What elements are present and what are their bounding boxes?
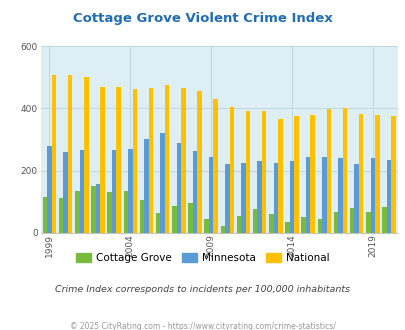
Bar — [213, 99, 217, 233]
Bar — [252, 209, 257, 233]
Bar — [236, 216, 241, 233]
Bar — [181, 88, 185, 233]
Bar — [47, 146, 51, 233]
Bar — [386, 160, 390, 233]
Bar — [188, 203, 192, 233]
Bar — [374, 115, 379, 233]
Bar — [100, 86, 104, 233]
Bar — [317, 219, 321, 233]
Bar — [321, 156, 326, 233]
Bar — [269, 214, 273, 233]
Bar — [96, 184, 100, 233]
Bar — [273, 163, 277, 233]
Bar — [63, 152, 68, 233]
Bar — [112, 150, 116, 233]
Bar — [204, 219, 209, 233]
Bar — [197, 91, 201, 233]
Bar — [192, 151, 197, 233]
Bar — [358, 114, 362, 233]
Bar — [289, 161, 294, 233]
Bar — [381, 207, 386, 233]
Bar — [176, 143, 181, 233]
Bar — [301, 217, 305, 233]
Bar — [277, 118, 282, 233]
Bar — [224, 164, 229, 233]
Bar — [257, 161, 261, 233]
Bar — [91, 186, 96, 233]
Bar — [354, 164, 358, 233]
Text: Cottage Grove Violent Crime Index: Cottage Grove Violent Crime Index — [73, 12, 332, 24]
Bar — [144, 139, 148, 233]
Bar — [241, 163, 245, 233]
Bar — [294, 116, 298, 233]
Bar — [116, 86, 121, 233]
Bar — [172, 206, 176, 233]
Bar — [365, 212, 370, 233]
Bar — [84, 77, 88, 233]
Bar — [43, 197, 47, 233]
Bar — [68, 76, 72, 233]
Bar — [160, 133, 164, 233]
Bar — [51, 76, 56, 233]
Bar — [261, 112, 266, 233]
Bar — [139, 200, 144, 233]
Bar — [164, 85, 169, 233]
Bar — [326, 109, 330, 233]
Bar — [132, 89, 137, 233]
Bar — [123, 191, 128, 233]
Bar — [75, 191, 79, 233]
Bar — [220, 226, 224, 233]
Bar — [337, 158, 342, 233]
Bar — [284, 222, 289, 233]
Legend: Cottage Grove, Minnesota, National: Cottage Grove, Minnesota, National — [72, 249, 333, 267]
Text: © 2025 CityRating.com - https://www.cityrating.com/crime-statistics/: © 2025 CityRating.com - https://www.city… — [70, 322, 335, 330]
Bar — [229, 107, 234, 233]
Bar — [107, 192, 112, 233]
Bar — [79, 150, 84, 233]
Bar — [209, 156, 213, 233]
Bar — [148, 87, 153, 233]
Bar — [349, 208, 354, 233]
Bar — [333, 212, 337, 233]
Bar — [342, 108, 346, 233]
Bar — [245, 112, 249, 233]
Bar — [156, 214, 160, 233]
Bar — [59, 198, 63, 233]
Bar — [310, 115, 314, 233]
Text: Crime Index corresponds to incidents per 100,000 inhabitants: Crime Index corresponds to incidents per… — [55, 285, 350, 294]
Bar — [305, 156, 310, 233]
Bar — [370, 158, 374, 233]
Bar — [390, 116, 395, 233]
Bar — [128, 149, 132, 233]
